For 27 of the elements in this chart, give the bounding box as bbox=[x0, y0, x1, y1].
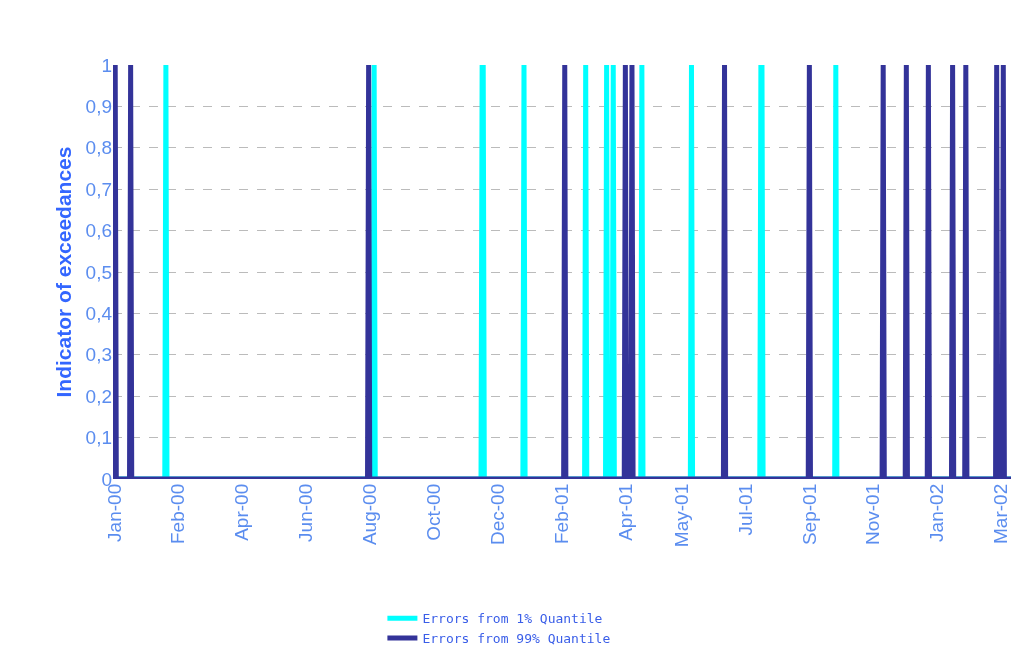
y-tick-label: 1 bbox=[101, 54, 112, 76]
x-tick-label: Apr-00 bbox=[231, 483, 253, 541]
y-tick-label: 0,7 bbox=[85, 178, 112, 200]
y-tick-label: 0,1 bbox=[85, 427, 112, 449]
y-tick-label: 0,6 bbox=[85, 220, 112, 242]
x-tick-label: Mar-02 bbox=[990, 483, 1012, 544]
x-tick-label: Jun-00 bbox=[294, 483, 316, 542]
y-tick-label: 0,5 bbox=[85, 261, 112, 283]
x-tick-label: Feb-01 bbox=[550, 483, 572, 544]
legend-label: Errors from 1% Quantile bbox=[422, 611, 603, 627]
x-tick-label: Sep-01 bbox=[798, 483, 820, 546]
y-tick-label: 0,2 bbox=[85, 385, 112, 407]
x-tick-label: Aug-00 bbox=[358, 483, 380, 546]
x-tick-label: Oct-00 bbox=[422, 483, 444, 541]
y-tick-label: 0,9 bbox=[85, 96, 112, 118]
x-tick-label: Jul-01 bbox=[734, 483, 756, 536]
x-tick-label: Nov-01 bbox=[862, 483, 884, 546]
legend-label: Errors from 99% Quantile bbox=[422, 631, 611, 647]
y-tick-label: 0,8 bbox=[85, 137, 112, 159]
x-tick-label: Feb-00 bbox=[167, 483, 189, 544]
y-tick-label: 0,4 bbox=[85, 303, 113, 325]
y-tick-label: 0,3 bbox=[85, 344, 112, 366]
x-tick-label: Apr-01 bbox=[614, 483, 636, 541]
y-axis-title: Indicator of exceedances bbox=[51, 146, 75, 398]
x-tick-label: Dec-00 bbox=[486, 483, 508, 546]
x-tick-label: Jan-02 bbox=[926, 483, 948, 542]
x-tick-label: May-01 bbox=[670, 483, 692, 548]
